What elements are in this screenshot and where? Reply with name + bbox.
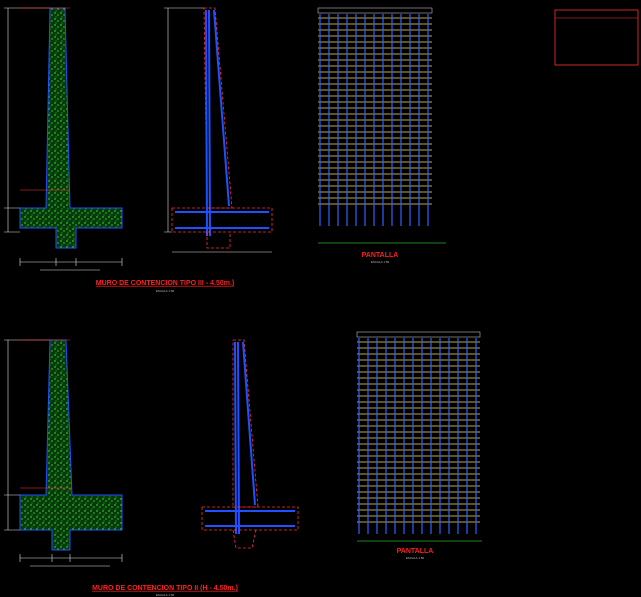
screen-scale: ESCALA 1:50 (406, 556, 425, 560)
scale-label: ESCALA 1:50 (156, 593, 175, 597)
screen-title: PANTALLA (397, 548, 434, 555)
screen-grid-bottom (356, 331, 481, 534)
rebar-section-bottom (201, 339, 299, 549)
rebar-section-top (164, 7, 273, 253)
screen-grid-top (317, 7, 433, 226)
wall-section-bottom (4, 339, 123, 567)
legend-box (554, 9, 639, 66)
wall-title: MURO DE CONTENCION TIPO III - 4.50m.) (96, 280, 234, 287)
wall-section-top (4, 7, 123, 271)
screen-scale: ESCALA 1:50 (371, 260, 390, 264)
screen-title: PANTALLA (362, 252, 399, 259)
spacing-dimension (317, 7, 433, 14)
scale-label: ESCALA 1:50 (156, 289, 175, 293)
wall-title: MURO DE CONTENCION TIPO II (H - 4.50m.) (92, 585, 238, 592)
spacing-dimension (356, 331, 481, 338)
